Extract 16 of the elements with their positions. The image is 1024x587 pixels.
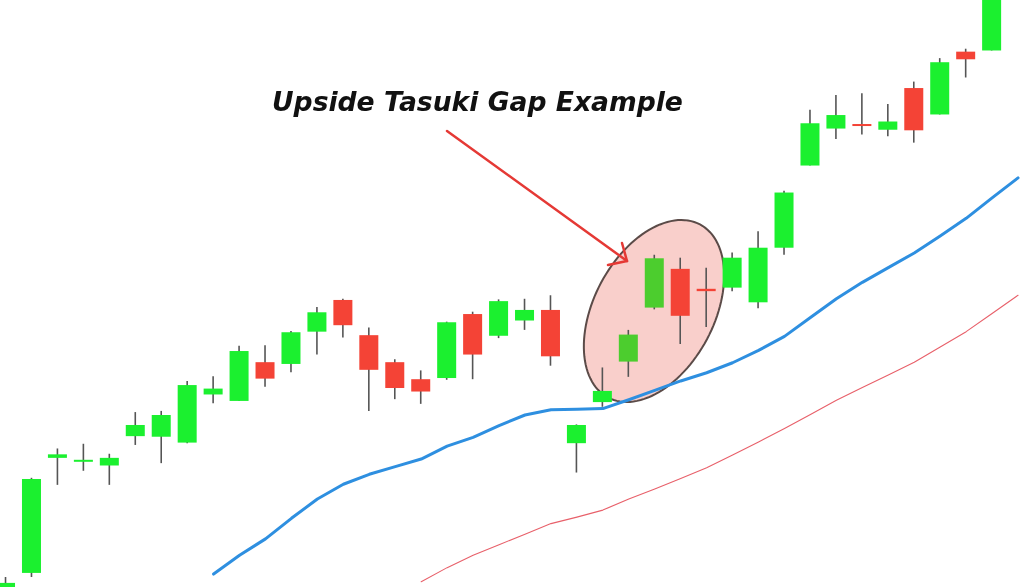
candlestick [125, 411, 145, 446]
candlestick [411, 369, 431, 405]
candlestick [255, 344, 275, 388]
candlestick [592, 366, 612, 408]
annotation: Upside Tasuki Gap Example [272, 86, 683, 118]
candlestick [566, 423, 586, 474]
candlestick [99, 452, 119, 486]
candlestick [878, 103, 898, 137]
candlestick [956, 47, 976, 79]
candlestick [47, 447, 67, 486]
candlestick [826, 94, 846, 140]
candlestick [151, 410, 171, 464]
candlestick [852, 92, 872, 136]
candlestick [515, 297, 535, 331]
candlestick [73, 442, 93, 472]
candlestick [307, 306, 327, 356]
